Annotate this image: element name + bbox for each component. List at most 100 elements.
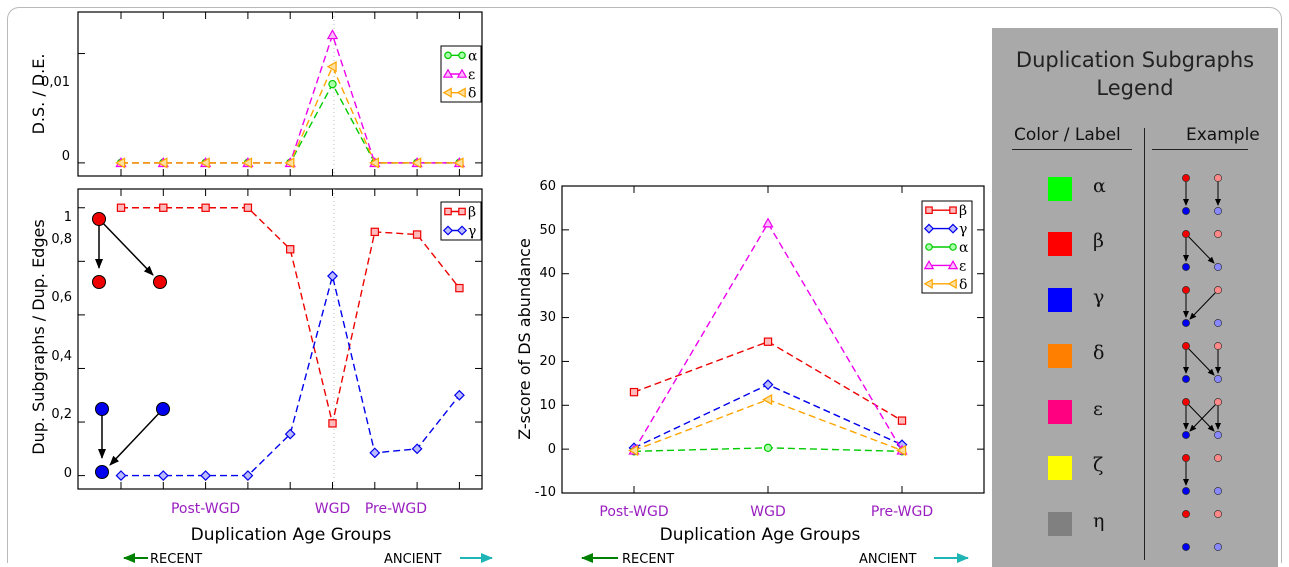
data-point	[284, 157, 295, 169]
tick-label: 0,4	[51, 349, 72, 364]
data-point	[115, 470, 127, 482]
data-point	[326, 29, 339, 40]
gamma-subgraph-illustration	[95, 402, 170, 479]
data-point	[897, 416, 907, 425]
chart-zscore-ylabel: Z-score of DS abundance	[515, 238, 534, 440]
data-point	[456, 225, 468, 236]
legend-col-color: Color / Label	[1014, 125, 1121, 145]
tick-label: 60	[539, 179, 556, 194]
legend-col-example: Example	[1186, 125, 1260, 145]
tick-label: 0,2	[51, 407, 72, 422]
chart-ds-de-series	[115, 29, 466, 169]
data-point	[412, 230, 422, 239]
chart-dup-subgraphs-yticks: 0 0,2 0,4 0,6 0,8 1	[51, 210, 72, 481]
data-point	[763, 443, 773, 453]
data-point	[896, 444, 907, 457]
series-line-δ	[121, 64, 460, 164]
data-point	[157, 157, 168, 169]
subgraph-legend-panel: Duplication Subgraphs Legend Color / Lab…	[992, 28, 1278, 567]
example-gamma	[1182, 286, 1222, 327]
legend-swatch-eta	[1048, 512, 1072, 536]
tick-label: 0	[62, 149, 70, 164]
tick-label: 1	[64, 210, 72, 225]
legend-label-gamma: γ	[1093, 286, 1105, 308]
chart-zscore-xtick-labels: Post-WGD WGD Pre-WGD	[599, 504, 933, 520]
data-point	[286, 245, 295, 254]
tick-label: 0,01	[41, 75, 70, 90]
tick-label: 30	[539, 310, 556, 325]
data-point	[370, 227, 380, 237]
example-eta	[1182, 510, 1222, 551]
chart-dup-subgraphs-xtick-labels: Post-WGD WGD Pre-WGD	[171, 501, 427, 517]
series-line-β	[121, 207, 460, 424]
legend-title-line1: Duplication Subgraphs	[1015, 48, 1255, 72]
chart-dup-subgraphs-frame	[77, 188, 483, 490]
chart-zscore-xlabel: Duplication Age Groups	[660, 525, 861, 545]
legend-label: γ	[959, 222, 967, 238]
legend-swatch-alpha	[1048, 177, 1072, 201]
data-point	[326, 61, 337, 73]
data-point	[242, 157, 253, 169]
example-alpha	[1182, 174, 1222, 215]
data-point	[442, 87, 452, 98]
legend-label: α	[468, 48, 478, 64]
chart-zscore-yticks: -10 0 10 20 30 40 50 60	[535, 179, 556, 500]
chart-dup-subgraphs-xlabel: Duplication Age Groups	[191, 525, 392, 545]
x-tick-label: Pre-WGD	[365, 501, 427, 517]
chart-dup-subgraphs-legend: βγ	[440, 201, 482, 241]
data-point	[923, 278, 933, 290]
data-point	[947, 259, 959, 270]
legend-label: ε	[468, 67, 475, 83]
data-point	[925, 243, 933, 251]
ancient-label: ANCIENT	[859, 552, 916, 567]
recent-label: RECENT	[150, 552, 202, 567]
data-point	[284, 428, 296, 440]
data-point	[157, 470, 169, 482]
data-point	[947, 278, 957, 290]
chart-dup-subgraphs-ylabel: Dup. Subgraphs / Dup. Edges	[29, 219, 48, 454]
tick-label: 0,8	[51, 232, 72, 247]
x-tick-label: Pre-WGD	[871, 504, 933, 520]
legend-title-line2: Legend	[1096, 76, 1174, 100]
age-direction-right: RECENT ANCIENT	[581, 552, 969, 567]
age-direction-left: RECENT ANCIENT	[123, 552, 493, 567]
data-point	[923, 259, 935, 270]
data-point	[762, 379, 774, 391]
data-point	[762, 393, 773, 406]
x-tick-label: WGD	[315, 501, 350, 517]
series-line-δ	[633, 398, 903, 452]
chart-dup-subgraphs-series	[115, 203, 465, 482]
legend-label: β	[468, 205, 476, 221]
x-tick-label: Post-WGD	[599, 504, 668, 520]
data-point	[200, 470, 212, 482]
legend-label-delta: δ	[1093, 342, 1105, 364]
tick-label: 50	[539, 223, 556, 238]
legend-underline-right	[1152, 149, 1248, 150]
tick-label: 0,6	[51, 290, 72, 305]
legend-label: β	[959, 203, 967, 219]
legend-swatch-delta	[1048, 344, 1072, 368]
series-line-ε	[633, 221, 903, 451]
data-point	[115, 157, 126, 169]
data-point	[411, 443, 423, 455]
charts-canvas: D.S. / D.E. 0 0,01 αεδ Dup. Subgraphs / …	[29, 11, 985, 567]
data-point	[242, 470, 254, 482]
legend-label: α	[959, 240, 969, 256]
data-point	[328, 79, 337, 89]
legend-underline-left	[1012, 149, 1132, 150]
data-point	[453, 157, 464, 169]
data-point	[455, 283, 464, 293]
data-point	[949, 243, 957, 251]
ancient-label: ANCIENT	[384, 552, 441, 567]
legend-swatch-gamma	[1048, 288, 1072, 312]
tick-label: 40	[539, 266, 556, 281]
series-line-γ	[633, 383, 903, 449]
beta-subgraph-illustration	[92, 212, 167, 289]
data-point	[116, 203, 126, 212]
data-point	[762, 217, 774, 228]
data-point	[458, 207, 466, 216]
legend-example-graphs	[1182, 174, 1222, 551]
legend-swatch-beta	[1048, 232, 1072, 256]
